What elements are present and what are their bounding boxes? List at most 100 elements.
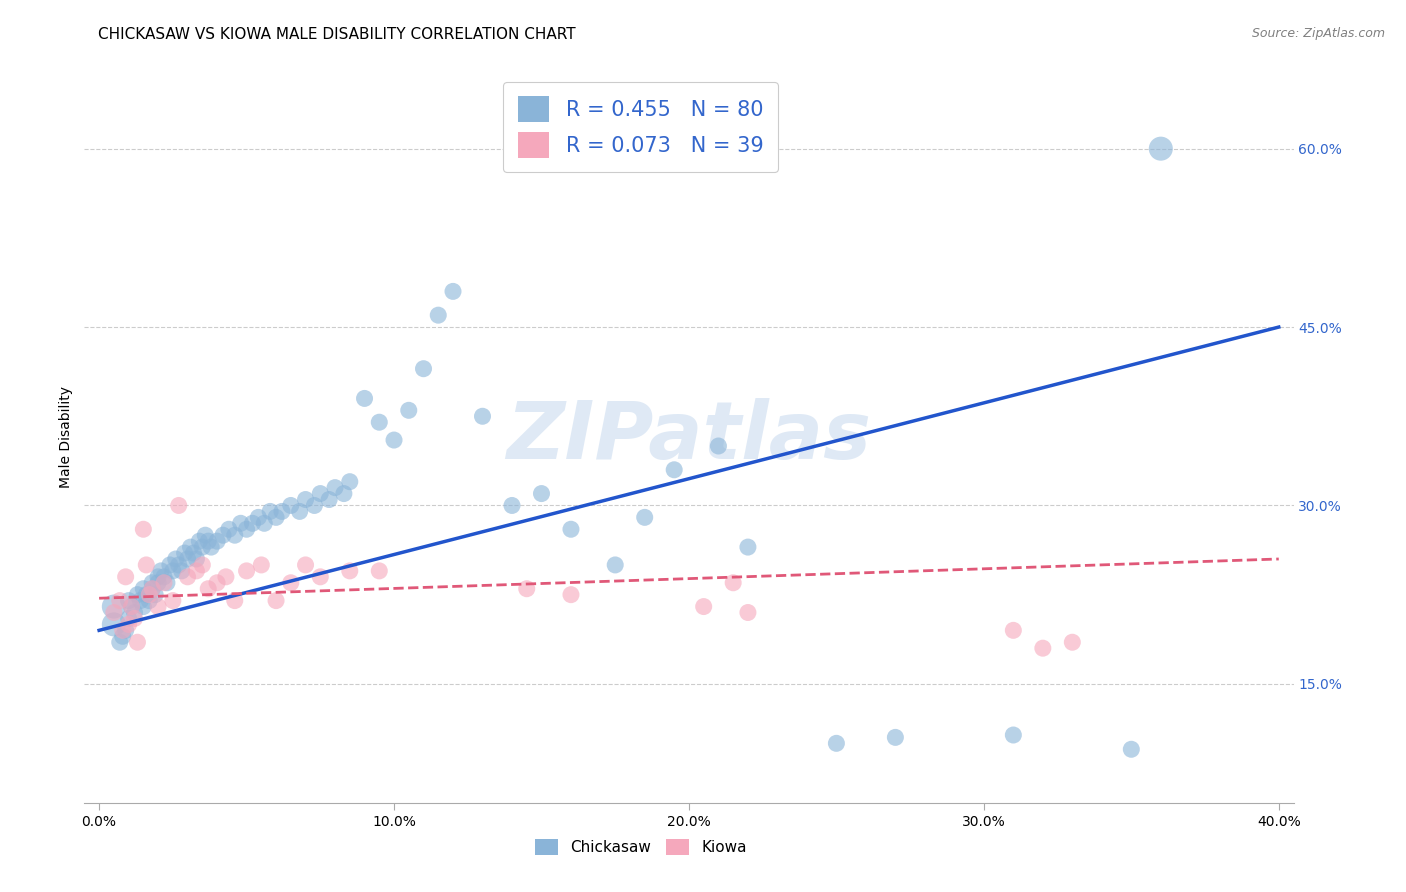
- Point: [132, 522, 155, 536]
- Point: [884, 731, 907, 745]
- Point: [224, 528, 246, 542]
- Point: [141, 582, 163, 596]
- Point: [353, 392, 375, 406]
- Point: [176, 570, 198, 584]
- Point: [304, 499, 326, 513]
- Point: [1121, 742, 1143, 756]
- Point: [124, 606, 146, 620]
- Point: [108, 635, 131, 649]
- Point: [114, 624, 136, 638]
- Point: [560, 522, 582, 536]
- Point: [212, 528, 235, 542]
- Point: [111, 624, 134, 638]
- Point: [516, 582, 538, 596]
- Point: [127, 635, 149, 649]
- Point: [264, 510, 287, 524]
- Point: [235, 522, 257, 536]
- Point: [382, 433, 405, 447]
- Point: [339, 564, 361, 578]
- Point: [224, 593, 246, 607]
- Point: [141, 582, 163, 596]
- Point: [170, 564, 193, 578]
- Point: [146, 570, 169, 584]
- Point: [1002, 624, 1025, 638]
- Point: [194, 528, 217, 542]
- Point: [259, 504, 281, 518]
- Point: [247, 510, 270, 524]
- Point: [427, 308, 450, 322]
- Point: [153, 570, 176, 584]
- Point: [121, 599, 143, 614]
- Point: [634, 510, 657, 524]
- Point: [191, 558, 214, 572]
- Point: [176, 552, 198, 566]
- Point: [135, 588, 157, 602]
- Point: [271, 504, 294, 518]
- Point: [288, 504, 311, 518]
- Point: [141, 575, 163, 590]
- Point: [318, 492, 340, 507]
- Point: [162, 593, 184, 607]
- Point: [560, 588, 582, 602]
- Point: [117, 611, 139, 625]
- Point: [530, 486, 553, 500]
- Point: [146, 575, 169, 590]
- Point: [127, 588, 149, 602]
- Point: [235, 564, 257, 578]
- Point: [188, 534, 211, 549]
- Point: [143, 588, 166, 602]
- Point: [205, 534, 228, 549]
- Point: [1150, 142, 1173, 156]
- Point: [737, 606, 759, 620]
- Point: [323, 481, 346, 495]
- Point: [825, 736, 848, 750]
- Point: [205, 575, 228, 590]
- Point: [183, 546, 205, 560]
- Point: [138, 588, 160, 602]
- Point: [197, 534, 219, 549]
- Point: [280, 575, 302, 590]
- Point: [132, 582, 155, 596]
- Point: [692, 599, 714, 614]
- Point: [737, 540, 759, 554]
- Point: [186, 552, 208, 566]
- Point: [167, 499, 190, 513]
- Point: [167, 558, 190, 572]
- Point: [242, 516, 264, 531]
- Point: [333, 486, 356, 500]
- Point: [339, 475, 361, 489]
- Point: [108, 593, 131, 607]
- Point: [441, 285, 464, 299]
- Point: [117, 617, 139, 632]
- Point: [197, 582, 219, 596]
- Point: [721, 575, 744, 590]
- Point: [135, 558, 157, 572]
- Point: [103, 606, 125, 620]
- Point: [132, 599, 155, 614]
- Point: [150, 564, 173, 578]
- Point: [159, 558, 181, 572]
- Point: [153, 575, 176, 590]
- Point: [294, 558, 316, 572]
- Point: [471, 409, 494, 424]
- Point: [368, 415, 391, 429]
- Point: [103, 599, 125, 614]
- Point: [398, 403, 420, 417]
- Point: [121, 599, 143, 614]
- Point: [253, 516, 276, 531]
- Point: [103, 617, 125, 632]
- Point: [1002, 728, 1025, 742]
- Point: [117, 593, 139, 607]
- Point: [129, 593, 152, 607]
- Point: [664, 463, 686, 477]
- Point: [162, 564, 184, 578]
- Point: [501, 499, 523, 513]
- Point: [294, 492, 316, 507]
- Point: [111, 629, 134, 643]
- Text: CHICKASAW VS KIOWA MALE DISABILITY CORRELATION CHART: CHICKASAW VS KIOWA MALE DISABILITY CORRE…: [98, 27, 576, 42]
- Point: [229, 516, 252, 531]
- Point: [186, 564, 208, 578]
- Point: [124, 611, 146, 625]
- Point: [605, 558, 627, 572]
- Y-axis label: Male Disability: Male Disability: [59, 386, 73, 488]
